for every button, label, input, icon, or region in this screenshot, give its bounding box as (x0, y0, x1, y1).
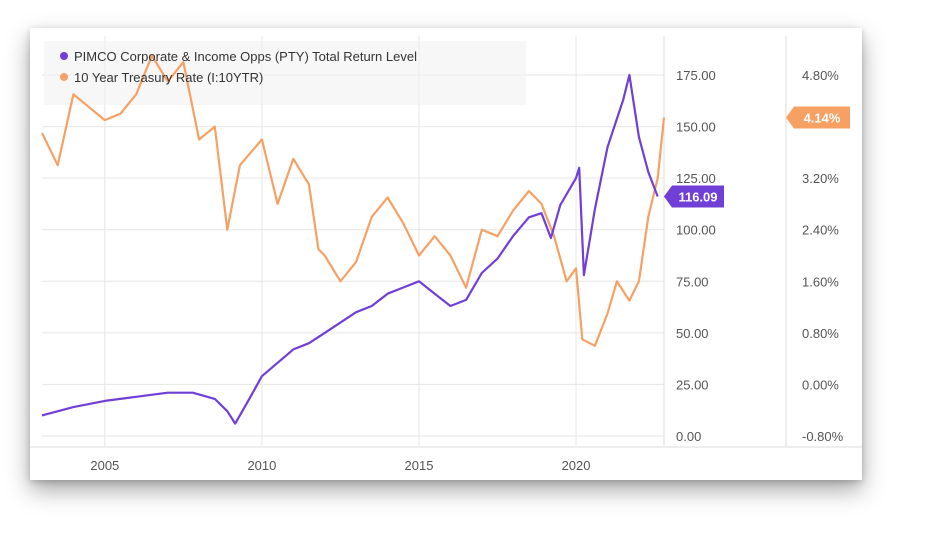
right-tick-label: 3.20% (802, 171, 839, 186)
left-tick-label: 50.00 (676, 326, 709, 341)
right-axis-ticks: 4.80% 3.20% 2.40% 1.60% 0.80% 0.00% -0.80% (802, 68, 844, 444)
right-tick-label: -0.80% (802, 429, 844, 444)
chart-card: 2005 2010 2015 2020 175.00 150.00 125.00 100.0… (30, 28, 862, 480)
legend-label-pty: PIMCO Corporate & Income Opps (PTY) Tota… (74, 49, 417, 64)
legend-background (44, 41, 526, 105)
right-tick-label: 4.80% (802, 68, 839, 83)
line-chart: 2005 2010 2015 2020 175.00 150.00 125.00 100.0… (30, 36, 862, 473)
x-axis-ticks: 2005 2010 2015 2020 (90, 458, 590, 473)
left-tick-label: 100.00 (676, 223, 716, 238)
legend-marker-pty (60, 52, 68, 60)
left-tick-label: 125.00 (676, 171, 716, 186)
pty-last-value-label: 116.09 (678, 190, 717, 205)
left-tick-label: 0.00 (676, 429, 701, 444)
x-tick-label: 2010 (247, 458, 276, 473)
x-tick-label: 2015 (405, 458, 434, 473)
legend: PIMCO Corporate & Income Opps (PTY) Tota… (60, 49, 417, 85)
right-tick-label: 1.60% (802, 274, 839, 289)
series-lines (41, 54, 666, 425)
legend-label-treasury: 10 Year Treasury Rate (I:10YTR) (74, 70, 263, 85)
right-tick-label: 0.00% (802, 377, 839, 392)
treasury-last-value-badge (786, 106, 850, 129)
right-tick-label: 0.80% (802, 326, 839, 341)
x-tick-label: 2020 (562, 458, 591, 473)
pty-last-value-badge (664, 185, 724, 208)
treasury-rate-line (41, 54, 666, 347)
value-badges: 116.09 4.14% (664, 106, 850, 208)
pty-total-return-line (41, 73, 659, 425)
left-tick-label: 150.00 (676, 120, 716, 135)
treasury-last-value-label: 4.14% (804, 111, 841, 126)
legend-marker-treasury (60, 73, 68, 81)
x-tick-label: 2005 (90, 458, 119, 473)
right-tick-label: 2.40% (802, 223, 839, 238)
left-tick-label: 175.00 (676, 68, 716, 83)
left-tick-label: 75.00 (676, 274, 709, 289)
left-tick-label: 25.00 (676, 377, 709, 392)
left-axis-ticks: 175.00 150.00 125.00 100.00 75.00 50.00 25.00 0… (676, 68, 716, 444)
